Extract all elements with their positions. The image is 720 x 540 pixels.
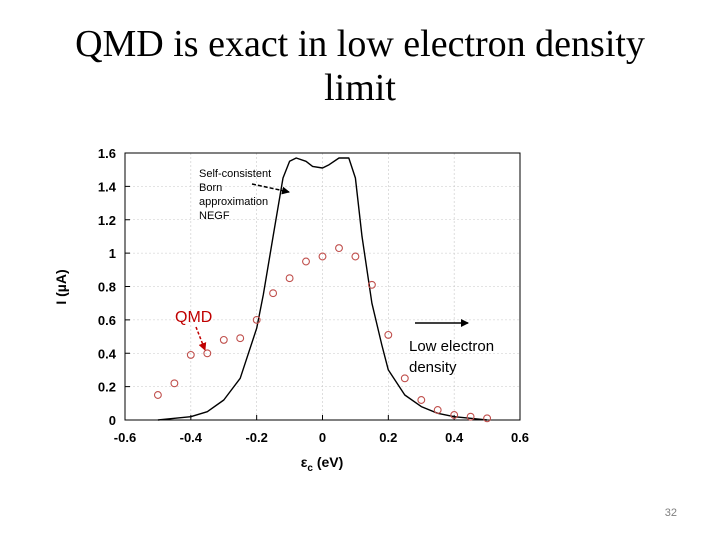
qmd-data-point [186, 350, 195, 359]
qmd-data-point [236, 334, 245, 343]
negf-label-line-4: NEGF [199, 210, 230, 222]
series-layer [153, 157, 492, 423]
y-tick-label: 1 [109, 246, 116, 261]
y-tick-label: 0.4 [98, 346, 117, 361]
y-tick-label: 0.8 [98, 280, 116, 295]
qmd-arrow [195, 326, 207, 351]
x-tick-label: 0.6 [511, 430, 529, 445]
low-density-label-line-2: density [409, 359, 457, 376]
qmd-data-point [219, 335, 228, 344]
qmd-data-point [285, 274, 294, 283]
qmd-data-point [302, 257, 310, 266]
negf-label-line-1: Self-consistent [199, 168, 271, 180]
qmd-label: QMD [175, 309, 212, 326]
negf-label-line-3: approximation [199, 196, 268, 208]
negf-label-line-2: Born [199, 182, 222, 194]
qmd-data-point [433, 406, 442, 414]
x-tick-label: 0.2 [379, 430, 397, 445]
qmd-data-point [252, 315, 261, 324]
y-tick-label: 0 [109, 413, 116, 428]
negf-annotation: Self-consistent Born approximation NEGF [199, 168, 290, 222]
grid [124, 152, 521, 421]
x-axis-label: εc (eV) [301, 454, 344, 474]
x-tick-label: 0.4 [445, 430, 464, 445]
low-density-annotation: Low electron density [409, 319, 494, 376]
y-tick-label: 0.2 [98, 380, 116, 395]
qmd-data-point [466, 412, 475, 421]
qmd-data-point [153, 391, 162, 399]
qmd-data-point [450, 411, 459, 419]
qmd-data-point [170, 379, 179, 388]
qmd-data-point [335, 244, 343, 253]
page-number: 32 [664, 507, 677, 519]
y-tick-label: 1.2 [98, 213, 116, 228]
qmd-data-point [417, 396, 426, 404]
qmd-data-point [203, 349, 212, 358]
qmd-data-point [384, 330, 393, 339]
negf-series-line [157, 157, 488, 421]
qmd-data-point [483, 414, 492, 423]
axis-ticks: -0.6 -0.4 -0.2 0 0.2 0.4 0.6 0 0.2 0.4 0.6 0.8 1 1.2 1… [98, 146, 529, 445]
qmd-data-point [400, 374, 409, 383]
qmd-data-point [318, 252, 327, 261]
low-density-label-line-1: Low electron [409, 338, 494, 355]
x-tick-label: -0.2 [245, 430, 267, 445]
x-tick-label: -0.4 [180, 430, 203, 445]
qmd-data-point [351, 252, 360, 261]
qmd-data-point [367, 280, 376, 289]
slide-title-line-2: limit [324, 67, 396, 109]
x-tick-label: -0.6 [114, 430, 136, 445]
qmd-annotation: QMD [175, 309, 212, 351]
slide-title-line-1: QMD is exact in low electron density [75, 23, 645, 65]
y-axis-label: I (µA) [53, 269, 69, 304]
slide-title: QMD is exact in low electron density lim… [0, 22, 720, 110]
x-tick-label: 0 [319, 430, 326, 445]
y-tick-label: 1.4 [98, 179, 117, 194]
y-tick-label: 1.6 [98, 146, 116, 161]
negf-arrow [251, 183, 290, 195]
y-tick-label: 0.6 [98, 313, 116, 328]
qmd-data-point [269, 289, 278, 298]
